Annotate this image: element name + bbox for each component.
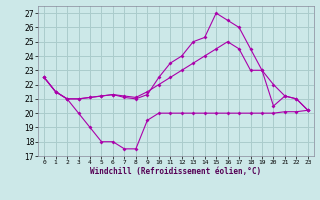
- X-axis label: Windchill (Refroidissement éolien,°C): Windchill (Refroidissement éolien,°C): [91, 167, 261, 176]
